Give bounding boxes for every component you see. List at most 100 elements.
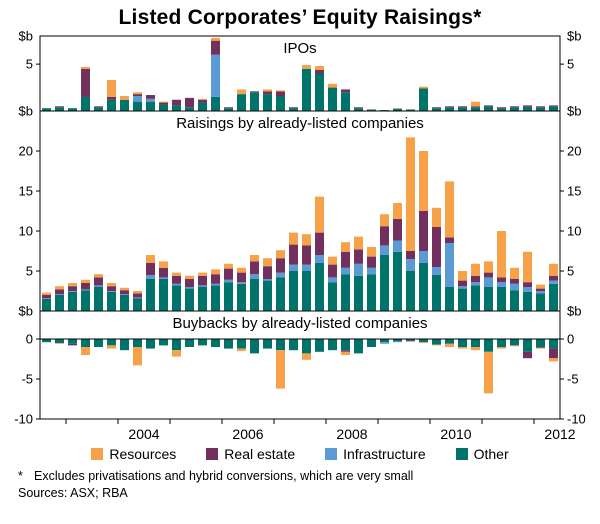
bar-segment <box>510 107 519 111</box>
legend-swatch <box>206 448 219 460</box>
bar-segment <box>68 286 77 291</box>
bar-segment <box>445 243 454 287</box>
bar-segment <box>263 266 272 279</box>
bar-segment <box>159 277 168 279</box>
equity-raisings-chart: 5 5 $b $b IPOs 5 5 10 10 15 15 20 20 $b $b Raisings by … <box>14 30 586 442</box>
legend-label: Resources <box>109 446 177 462</box>
bar-segment <box>549 339 558 349</box>
bar-segment <box>302 68 311 111</box>
bar-segment <box>263 339 272 349</box>
bar-segment <box>419 88 428 111</box>
bar-segment <box>172 350 181 357</box>
bar-segment <box>406 340 415 342</box>
bar-segment <box>315 196 324 233</box>
axis-text: -10 <box>567 412 586 427</box>
bar-segment <box>432 267 441 275</box>
panel-title: IPOs <box>283 40 316 57</box>
bar-segment <box>211 274 220 284</box>
bar-segment <box>458 107 467 111</box>
bar-segment <box>315 66 324 70</box>
bar-segment <box>55 107 64 111</box>
bar-segment <box>354 108 363 111</box>
bar-segment <box>510 283 519 291</box>
bar-segment <box>237 339 246 349</box>
bar-segment <box>510 345 519 347</box>
bar-segment <box>81 290 90 311</box>
bar-segment <box>523 105 532 107</box>
bar-segment <box>172 283 181 286</box>
bar-segment <box>380 255 389 311</box>
bar-segment <box>471 106 480 108</box>
bar-segment <box>289 108 298 111</box>
bar-segment <box>81 289 90 291</box>
bar-segment <box>419 339 428 343</box>
bar-segment <box>289 232 298 245</box>
bar-segment <box>510 339 519 346</box>
bar-segment <box>341 242 350 252</box>
axis-text: 20 <box>19 144 33 159</box>
axis-text: 15 <box>19 184 33 199</box>
bar-segment <box>458 271 467 281</box>
bar-segment <box>68 283 77 287</box>
bar-segment <box>224 107 233 109</box>
bar-segment <box>458 106 467 108</box>
bar-segment <box>224 282 233 311</box>
bar-segment <box>133 92 142 95</box>
bar-segment <box>250 274 259 279</box>
bar-segment <box>237 282 246 284</box>
bar-segment <box>133 101 142 112</box>
bar-segment <box>315 69 324 74</box>
bar-segment <box>315 73 324 111</box>
legend-swatch <box>91 448 104 460</box>
bar-segment <box>549 283 558 311</box>
bar-segment <box>94 274 103 278</box>
bar-segment <box>497 107 506 109</box>
bar-segment <box>68 108 77 111</box>
bar-segment <box>276 350 285 389</box>
bar-segment <box>250 255 259 262</box>
bar-segment <box>328 83 337 88</box>
bar-segment <box>432 207 441 227</box>
axis-text: -5 <box>567 372 579 387</box>
bar-segment <box>523 287 532 292</box>
bar-segment <box>354 236 363 250</box>
bar-segment <box>146 255 155 263</box>
bar-segment <box>393 240 402 252</box>
bar-segment <box>55 294 64 295</box>
bar-segment <box>211 339 220 347</box>
bar-segment <box>328 282 337 311</box>
bar-segment <box>406 271 415 311</box>
bar-segment <box>315 255 324 263</box>
bar-segment <box>458 280 467 287</box>
bar-segment <box>302 245 311 265</box>
chart-title: Listed Corporates’ Equity Raisings* <box>118 6 482 29</box>
bar-segment <box>406 339 415 341</box>
bar-segment <box>497 277 506 283</box>
bar-segment <box>42 108 51 111</box>
footnotes: * Excludes privatisations and hybrid con… <box>18 468 600 502</box>
bar-segment <box>250 279 259 311</box>
bar-segment <box>185 288 194 311</box>
bar-segment <box>497 287 506 311</box>
axis-text: 2006 <box>232 426 263 442</box>
bar-segment <box>328 256 337 265</box>
bar-segment <box>94 285 103 287</box>
bar-segment <box>146 339 155 349</box>
bar-segment <box>107 291 116 311</box>
bar-segment <box>536 291 545 294</box>
bar-segment <box>42 299 51 311</box>
bar-segment <box>276 339 285 351</box>
bar-segment <box>276 96 285 111</box>
bar-segment <box>419 263 428 311</box>
axis-text: $b <box>19 304 33 319</box>
bar-segment <box>120 290 129 295</box>
bar-segment <box>276 272 285 278</box>
bar-segment <box>133 293 142 298</box>
bar-segment <box>185 275 194 279</box>
legend-item: Real estate <box>206 446 295 462</box>
bar-segment <box>185 107 194 111</box>
axis-text: 2008 <box>336 426 367 442</box>
bar-segment <box>42 292 51 295</box>
bar-segment <box>341 351 350 355</box>
bar-segment <box>549 263 558 276</box>
